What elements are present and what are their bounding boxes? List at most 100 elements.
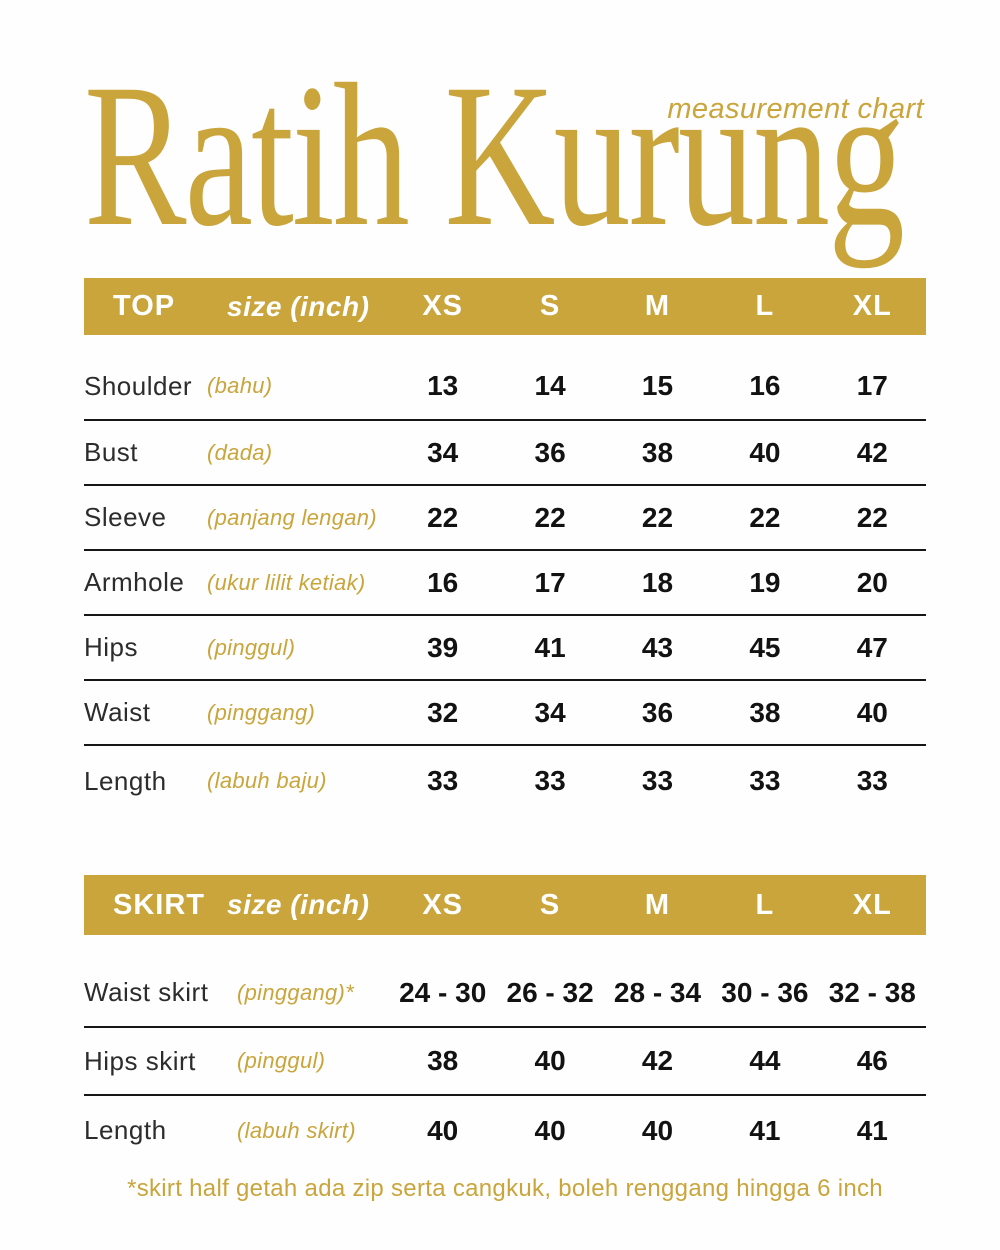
cell-value: 17 <box>534 566 566 598</box>
table-row: Shoulder (bahu) 13 14 15 16 17 <box>84 335 926 421</box>
cell-value: 22 <box>427 501 459 533</box>
cell-value: 42 <box>641 1045 674 1076</box>
cell-value: 33 <box>534 765 566 796</box>
skirt-size-table: SKIRT size (inch) XS S M L XL Waist skir… <box>84 875 926 1165</box>
size-column-s: S <box>539 290 561 322</box>
row-label: Sleeve <box>84 502 167 532</box>
cell-value: 16 <box>427 566 459 598</box>
size-column-xs: XS <box>422 888 464 921</box>
cell-value: 22 <box>641 501 674 533</box>
row-label: Length <box>84 1115 167 1145</box>
cell-value: 40 <box>534 1045 566 1076</box>
table-name: SKIRT <box>113 888 205 921</box>
cell-value: 36 <box>641 696 674 728</box>
cell-value: 46 <box>856 1045 888 1076</box>
skirt-table-header: SKIRT size (inch) XS S M L XL <box>84 875 926 935</box>
cell-value: 13 <box>427 370 459 401</box>
row-label-malay: (dada) <box>207 439 273 465</box>
row-label-malay: (labuh baju) <box>207 768 327 793</box>
row-label: Shoulder <box>84 370 193 401</box>
row-label: Armhole <box>84 567 185 597</box>
row-label: Bust <box>84 437 139 467</box>
row-label: Hips <box>84 632 139 662</box>
cell-value: 18 <box>641 566 674 598</box>
table-row: Length (labuh skirt) 40 40 40 41 41 <box>84 1096 926 1165</box>
size-column-m: M <box>644 290 671 322</box>
table-row: Sleeve (panjang lengan) 22 22 22 22 22 <box>84 486 926 551</box>
cell-value: 40 <box>856 696 888 728</box>
cell-value: 45 <box>749 631 781 663</box>
table-row: Hips (pinggul) 39 41 43 45 47 <box>84 616 926 681</box>
cell-value: 41 <box>856 1114 888 1146</box>
row-label: Waist skirt <box>84 977 209 1007</box>
cell-value: 40 <box>749 436 781 468</box>
table-row: Length (labuh baju) 33 33 33 33 33 <box>84 746 926 816</box>
row-label: Length <box>84 765 167 796</box>
cell-value: 33 <box>641 765 674 796</box>
cell-value: 34 <box>427 436 459 468</box>
row-label-malay: (panjang lengan) <box>207 504 377 530</box>
cell-value: 24 - 30 <box>399 976 487 1008</box>
cell-value: 40 <box>641 1114 674 1146</box>
table-row: Bust (dada) 34 36 38 40 42 <box>84 421 926 486</box>
cell-value: 44 <box>749 1045 781 1076</box>
cell-value: 33 <box>856 765 888 796</box>
cell-value: 38 <box>641 436 674 468</box>
cell-value: 42 <box>856 436 888 468</box>
row-label: Hips skirt <box>84 1045 196 1076</box>
cell-value: 33 <box>749 765 781 796</box>
table-row: Waist skirt (pinggang)* 24 - 30 26 - 32 … <box>84 935 926 1028</box>
cell-value: 40 <box>427 1114 459 1146</box>
cell-value: 34 <box>534 696 566 728</box>
cell-value: 41 <box>749 1114 781 1146</box>
cell-value: 14 <box>534 370 566 401</box>
brand-title: Ratih Kurung <box>84 42 905 269</box>
cell-value: 26 - 32 <box>506 976 594 1008</box>
row-label: Waist <box>84 697 151 727</box>
cell-value: 16 <box>749 370 781 401</box>
size-column-xl: XL <box>852 290 892 322</box>
top-table-header: TOP size (inch) XS S M L XL <box>84 278 926 335</box>
size-column-s: S <box>539 888 561 921</box>
skirt-footnote: *skirt half getah ada zip serta cangkuk,… <box>127 1175 883 1202</box>
table-row: Hips skirt (pinggul) 38 40 42 44 46 <box>84 1028 926 1096</box>
cell-value: 36 <box>534 436 566 468</box>
row-label-malay: (ukur lilit ketiak) <box>207 569 366 595</box>
cell-value: 17 <box>856 370 888 401</box>
table-row: Armhole (ukur lilit ketiak) 16 17 18 19 … <box>84 551 926 616</box>
chart-subtitle: measurement chart <box>667 93 924 125</box>
size-column-m: M <box>644 888 671 921</box>
cell-value: 43 <box>641 631 674 663</box>
cell-value: 38 <box>427 1045 459 1076</box>
cell-value: 38 <box>749 696 781 728</box>
size-column-xl: XL <box>852 888 892 921</box>
cell-value: 22 <box>534 501 566 533</box>
size-unit-label: size (inch) <box>227 889 370 920</box>
cell-value: 40 <box>534 1114 566 1146</box>
size-column-xs: XS <box>422 290 464 322</box>
cell-value: 15 <box>641 370 674 401</box>
table-name: TOP <box>113 290 176 322</box>
cell-value: 47 <box>856 631 888 663</box>
cell-value: 30 - 36 <box>721 976 809 1008</box>
cell-value: 39 <box>427 631 459 663</box>
cell-value: 32 <box>427 696 459 728</box>
size-unit-label: size (inch) <box>227 290 370 322</box>
cell-value: 22 <box>856 501 888 533</box>
size-column-l: L <box>755 888 775 921</box>
top-size-table: TOP size (inch) XS S M L XL Shoulder (ba… <box>84 278 926 816</box>
cell-value: 33 <box>427 765 459 796</box>
cell-value: 22 <box>749 501 781 533</box>
row-label-malay: (bahu) <box>207 373 273 398</box>
cell-value: 19 <box>749 566 781 598</box>
table-row: Waist (pinggang) 32 34 36 38 40 <box>84 681 926 746</box>
cell-value: 28 - 34 <box>613 976 702 1008</box>
row-label-malay: (pinggang)* <box>237 979 355 1005</box>
cell-value: 41 <box>534 631 566 663</box>
size-column-l: L <box>755 290 775 322</box>
row-label-malay: (labuh skirt) <box>237 1117 356 1143</box>
row-label-malay: (pinggul) <box>237 1048 326 1073</box>
cell-value: 32 - 38 <box>828 976 916 1008</box>
row-label-malay: (pinggul) <box>207 634 296 660</box>
